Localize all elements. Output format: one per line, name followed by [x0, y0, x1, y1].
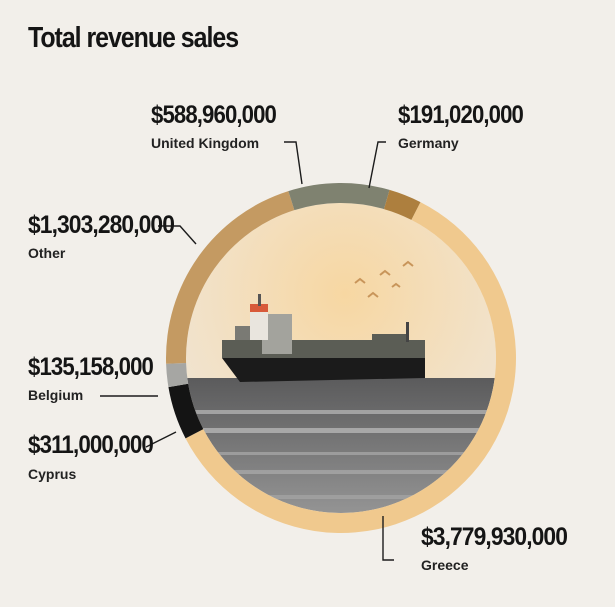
category-label-united-kingdom: United Kingdom: [151, 135, 259, 151]
category-label-cyprus: Cyprus: [28, 466, 76, 482]
leader-line-other: [158, 225, 197, 245]
category-label-belgium: Belgium: [28, 387, 83, 403]
leader-line-united-kingdom: [284, 141, 303, 185]
category-label-greece: Greece: [421, 557, 469, 573]
ship-illustration: [186, 203, 496, 513]
value-label-greece: $3,779,930,000: [421, 523, 567, 551]
value-label-other: $1,303,280,000: [28, 211, 174, 239]
value-label-united-kingdom: $588,960,000: [151, 101, 276, 129]
value-label-cyprus: $311,000,000: [28, 431, 153, 459]
leader-line-cyprus: [145, 431, 177, 448]
chart-title: Total revenue sales: [28, 22, 239, 54]
value-label-germany: $191,020,000: [398, 101, 523, 129]
slice-belgium: [166, 363, 189, 388]
leader-line-germany: [368, 141, 386, 189]
value-label-belgium: $135,158,000: [28, 353, 153, 381]
category-label-germany: Germany: [398, 135, 459, 151]
slice-united-kingdom: [288, 183, 390, 211]
leader-line-greece: [382, 516, 394, 561]
slice-cyprus: [168, 383, 204, 439]
category-label-other: Other: [28, 245, 66, 261]
slice-other: [166, 191, 295, 364]
slice-germany: [383, 189, 421, 220]
